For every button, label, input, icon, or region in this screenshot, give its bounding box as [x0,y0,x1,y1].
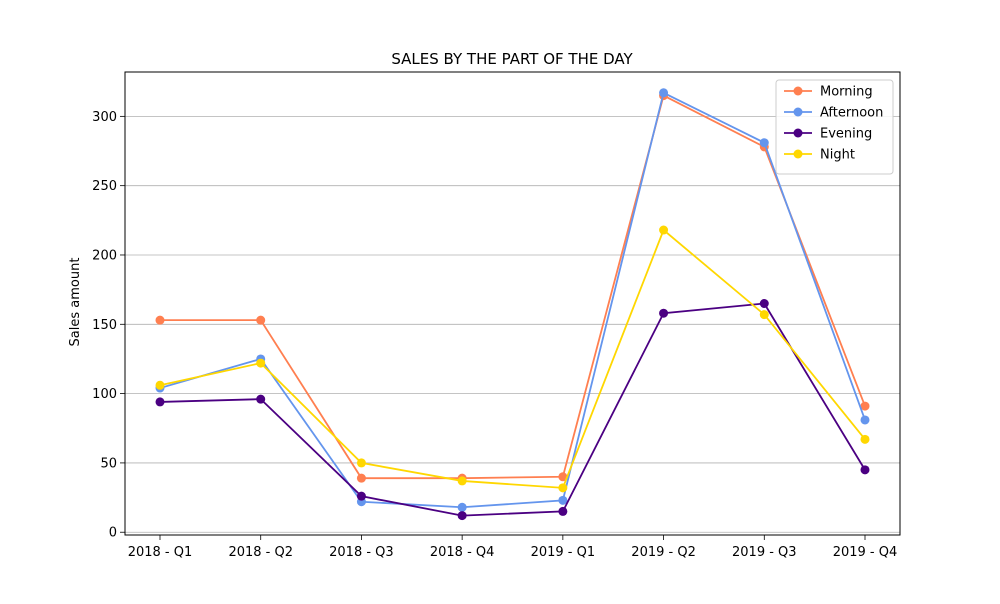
legend-item-night[interactable]: Night [784,148,855,163]
data-point [558,495,568,505]
data-point [457,476,467,486]
data-point [659,225,669,235]
series-line [159,228,866,489]
data-point [457,511,467,521]
y-tick-label: 0 [109,526,117,541]
x-tick-label: 2019 - Q1 [531,545,596,560]
y-tick-label: 100 [92,387,117,402]
x-tick-label: 2018 - Q4 [430,545,495,560]
data-point [759,138,769,148]
x-tick-label: 2018 - Q2 [228,545,293,560]
legend-item-morning[interactable]: Morning [784,85,873,100]
data-point [558,506,568,516]
data-point [860,465,870,475]
data-point [860,415,870,425]
y-tick-label: 150 [92,318,117,333]
y-axis-label: Sales amount [68,258,83,347]
grid-lines [125,115,900,533]
series-night [155,225,870,493]
data-point [759,310,769,320]
data-point [256,358,266,368]
x-tick-label: 2018 - Q3 [329,545,394,560]
legend-label: Afternoon [820,106,883,121]
legend-marker [793,149,803,159]
plot-frame [124,71,901,536]
data-point [155,380,165,390]
x-tick-label: 2018 - Q1 [128,545,193,560]
legend-item-afternoon[interactable]: Afternoon [784,106,883,121]
data-point [155,315,165,325]
data-point [155,397,165,407]
series-afternoon [155,88,870,512]
data-point [659,308,669,318]
x-tick-label: 2019 - Q4 [833,545,898,560]
legend-marker [793,128,803,138]
data-point [256,315,266,325]
legend-marker [793,107,803,117]
x-tick-label: 2019 - Q2 [631,545,696,560]
y-tick-label: 250 [92,179,117,194]
data-point [256,394,266,404]
legend-item-evening[interactable]: Evening [784,127,872,142]
series-morning [155,91,870,483]
data-point [356,473,366,483]
data-point [457,502,467,512]
legend-label: Evening [820,127,872,142]
data-point [759,299,769,308]
y-tick-label: 50 [100,456,117,471]
data-point [860,434,870,444]
y-tick-label: 200 [92,248,117,263]
axes: 0 50 100 150 200 250 300 2018 - Q1 2018 - Q2 2018… [92,110,897,560]
legend-label: Night [820,148,855,163]
y-tick-label: 300 [92,110,117,125]
data-point [558,483,568,493]
x-tick-label: 2019 - Q3 [732,545,797,560]
legend[interactable]: Morning Afternoon Evening Night [775,79,894,175]
series-line [159,91,866,509]
data-point [356,458,366,468]
series-layer [155,88,870,521]
legend-box [775,79,894,175]
series-line [159,302,866,517]
series-evening [155,299,870,521]
data-point [356,491,366,501]
data-point [860,401,870,411]
data-point [558,472,568,482]
chart-title: SALES BY THE PART OF THE DAY [391,50,633,68]
data-point [659,88,669,98]
legend-marker [793,86,803,96]
legend-label: Morning [820,85,873,100]
series-line [160,94,866,480]
